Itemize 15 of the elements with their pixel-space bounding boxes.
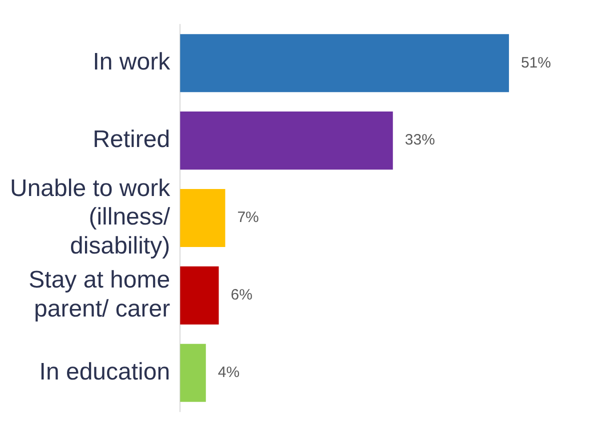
y-tick-label: Retired xyxy=(92,126,170,154)
y-tick-label: Stay at home parent/ carer xyxy=(28,266,170,322)
bar xyxy=(180,344,206,402)
y-tick-label: In education xyxy=(39,358,170,386)
bar xyxy=(180,34,509,92)
data-label: 6% xyxy=(230,286,252,304)
bar xyxy=(180,266,219,324)
bar xyxy=(180,188,226,248)
data-label: 4% xyxy=(218,364,240,382)
data-label: 51% xyxy=(520,54,551,72)
y-tick-label: Unable to work (illness/ disability) xyxy=(10,174,172,260)
bar xyxy=(180,112,393,170)
data-label: 7% xyxy=(237,209,259,226)
y-tick-label: In work xyxy=(92,48,172,76)
data-label: 33% xyxy=(404,132,435,149)
